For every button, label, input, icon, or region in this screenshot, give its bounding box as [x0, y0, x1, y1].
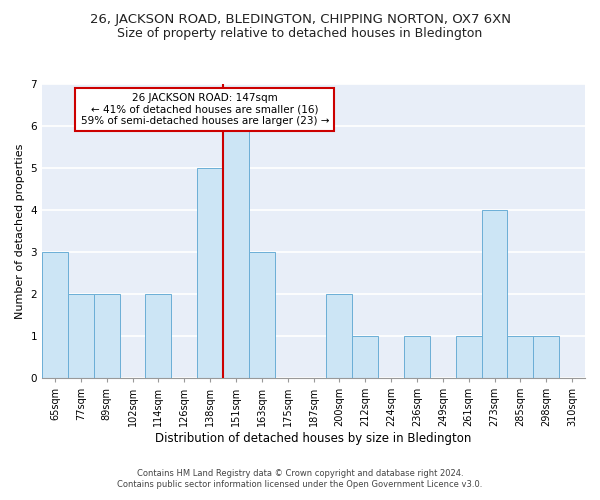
- Text: Contains HM Land Registry data © Crown copyright and database right 2024.: Contains HM Land Registry data © Crown c…: [137, 468, 463, 477]
- Bar: [145, 294, 172, 378]
- Bar: [197, 168, 223, 378]
- Y-axis label: Number of detached properties: Number of detached properties: [15, 144, 25, 318]
- Bar: [42, 252, 68, 378]
- Bar: [456, 336, 482, 378]
- Text: 26 JACKSON ROAD: 147sqm
← 41% of detached houses are smaller (16)
59% of semi-de: 26 JACKSON ROAD: 147sqm ← 41% of detache…: [80, 93, 329, 126]
- Bar: [482, 210, 508, 378]
- Text: Size of property relative to detached houses in Bledington: Size of property relative to detached ho…: [118, 28, 482, 40]
- Bar: [326, 294, 352, 378]
- Text: Contains public sector information licensed under the Open Government Licence v3: Contains public sector information licen…: [118, 480, 482, 489]
- Bar: [249, 252, 275, 378]
- X-axis label: Distribution of detached houses by size in Bledington: Distribution of detached houses by size …: [155, 432, 472, 445]
- Bar: [94, 294, 119, 378]
- Text: 26, JACKSON ROAD, BLEDINGTON, CHIPPING NORTON, OX7 6XN: 26, JACKSON ROAD, BLEDINGTON, CHIPPING N…: [89, 12, 511, 26]
- Bar: [508, 336, 533, 378]
- Bar: [223, 126, 249, 378]
- Bar: [352, 336, 378, 378]
- Bar: [404, 336, 430, 378]
- Bar: [68, 294, 94, 378]
- Bar: [533, 336, 559, 378]
